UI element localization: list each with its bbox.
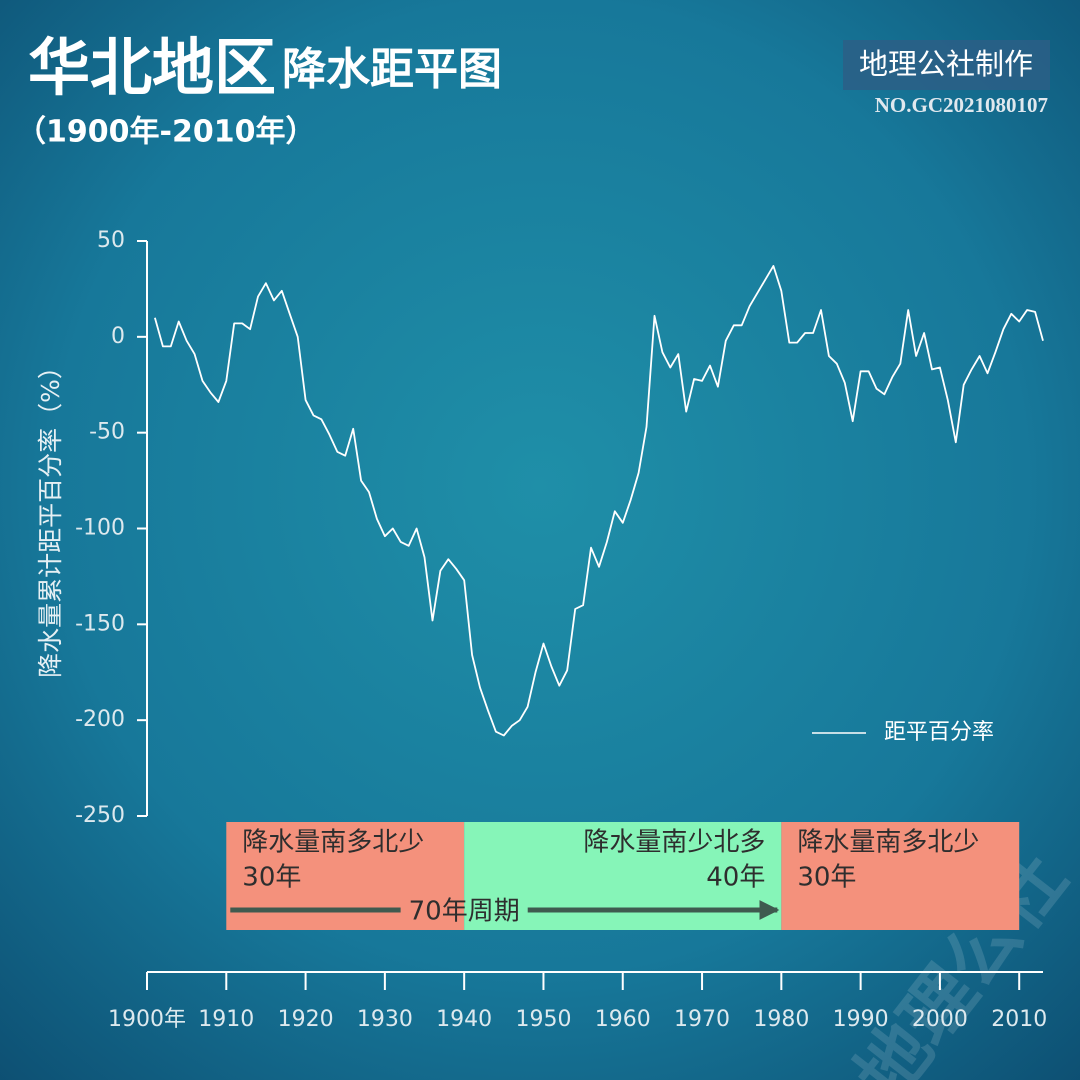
credit-badge [843, 40, 1050, 90]
legend-label: 距平百分率 [884, 720, 994, 745]
y-tick-label: 0 [111, 324, 125, 349]
period-label: 降水量南多北少 [242, 828, 424, 858]
period-years: 30年 [797, 863, 856, 893]
y-axis-label: 降水量累计距平百分率（%） [36, 354, 65, 678]
title-main: 华北地区 [28, 31, 276, 104]
x-tick-label: 1920 [278, 1007, 334, 1032]
y-tick-label: -250 [75, 803, 125, 828]
y-tick-label: -150 [75, 611, 125, 636]
x-tick-label: 2010 [991, 1007, 1047, 1032]
period-label: 降水量南少北多 [583, 828, 765, 858]
title: 华北地区 降水距平图 [28, 31, 502, 104]
x-tick-label: 1990 [833, 1007, 889, 1032]
y-tick-label: -200 [75, 707, 125, 732]
period-box [781, 822, 1020, 930]
x-tick-label: 1960 [595, 1007, 651, 1032]
x-tick-label: 1980 [753, 1007, 809, 1032]
credit: 地理公社制作 [859, 47, 1033, 81]
period-label: 降水量南多北少 [797, 828, 979, 858]
period-years: 40年 [706, 863, 765, 893]
x-tick-label: 1900年 [108, 1007, 186, 1032]
x-tick-label: 2000 [912, 1007, 968, 1032]
period-years: 30年 [242, 863, 301, 893]
x-tick-label: 1930 [357, 1007, 413, 1032]
x-tick-label: 1970 [674, 1007, 730, 1032]
x-tick-label: 1940 [436, 1007, 492, 1032]
cycle-label: 70年周期 [409, 897, 520, 927]
serial: NO.GC2021080107 [875, 93, 1048, 117]
y-tick-label: 50 [97, 228, 125, 253]
y-tick-label: -100 [75, 516, 125, 541]
y-tick-label: -50 [89, 420, 125, 445]
data-line [154, 265, 1044, 737]
subtitle: （1900年-2010年） [16, 115, 315, 150]
title-suffix: 降水距平图 [282, 44, 502, 95]
x-tick-label: 1950 [515, 1007, 571, 1032]
x-tick-label: 1910 [198, 1007, 254, 1032]
